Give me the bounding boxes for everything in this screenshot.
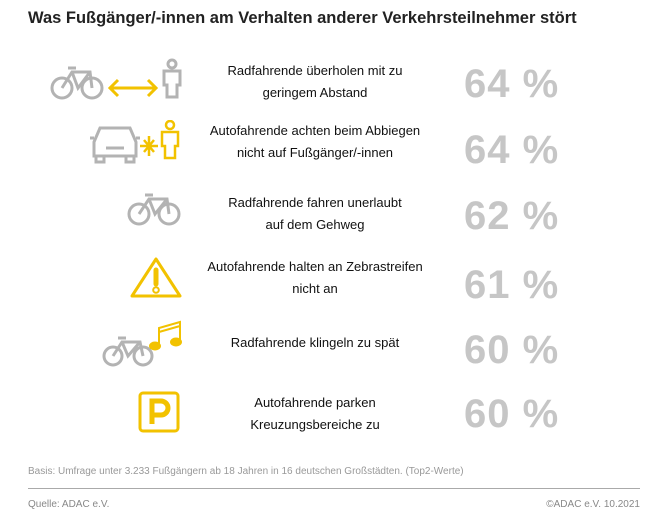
label-line: Radfahrende fahren unerlaubt xyxy=(228,195,402,210)
row-zebra: Autofahrende halten an Zebrastreifen nic… xyxy=(0,256,668,316)
row-overtaking: Radfahrende überholen mit zu geringem Ab… xyxy=(0,58,668,118)
row-parking: Autofahrende parken Kreuzungsbereiche zu… xyxy=(0,390,668,450)
warning-triangle-icon xyxy=(130,257,182,298)
row-turning: Autofahrende achten beim Abbiegen nicht … xyxy=(0,120,668,180)
row-sidewalk: Radfahrende fahren unerlaubt auf dem Geh… xyxy=(0,192,668,252)
row-label: Radfahrende klingeln zu spät xyxy=(200,332,430,354)
label-line: Radfahrende überholen mit zu xyxy=(227,63,403,78)
page-title: Was Fußgänger/-innen am Verhalten andere… xyxy=(28,9,577,27)
row-label: Radfahrende fahren unerlaubt auf dem Geh… xyxy=(200,192,430,236)
label-line: geringem Abstand xyxy=(262,85,368,100)
parking-sign-icon xyxy=(138,391,180,433)
percent-value: 64 % xyxy=(464,62,560,106)
label-line: nicht an xyxy=(292,281,338,296)
label-line: auf dem Gehweg xyxy=(265,217,365,232)
source-note: Quelle: ADAC e.V. xyxy=(28,499,110,510)
basis-note: Basis: Umfrage unter 3.233 Fußgängern ab… xyxy=(28,466,464,477)
bicycle-icon xyxy=(127,193,181,226)
label-line: nicht auf Fußgänger/-innen xyxy=(236,145,394,160)
copyright-note: ©ADAC e.V. 10.2021 xyxy=(546,499,640,510)
row-bell: Radfahrende klingeln zu spät 60 % xyxy=(0,320,668,380)
row-label: Radfahrende überholen mit zu geringem Ab… xyxy=(200,60,430,104)
label-line: Autofahrende halten an Zebrastreifen xyxy=(207,259,423,274)
label-line: Autofahrende parken xyxy=(254,395,376,410)
percent-value: 64 % xyxy=(464,128,560,172)
label-line: Kreuzungsbereiche zu xyxy=(250,417,380,432)
bicycle-arrow-pedestrian-icon xyxy=(50,58,182,100)
percent-value: 62 % xyxy=(464,194,560,238)
bicycle-music-note-icon xyxy=(102,320,182,367)
percent-value: 60 % xyxy=(464,392,560,436)
percent-value: 61 % xyxy=(464,263,560,307)
label-line: Autofahrende achten beim Abbiegen xyxy=(209,123,421,138)
label-line: Radfahrende klingeln zu spät xyxy=(230,335,400,350)
footer-divider xyxy=(28,488,640,489)
row-label: Autofahrende halten an Zebrastreifen nic… xyxy=(200,256,430,300)
percent-value: 60 % xyxy=(464,328,560,372)
car-collision-pedestrian-icon xyxy=(90,120,180,164)
row-label: Autofahrende achten beim Abbiegen nicht … xyxy=(200,120,430,164)
row-label: Autofahrende parken Kreuzungsbereiche zu xyxy=(200,392,430,436)
